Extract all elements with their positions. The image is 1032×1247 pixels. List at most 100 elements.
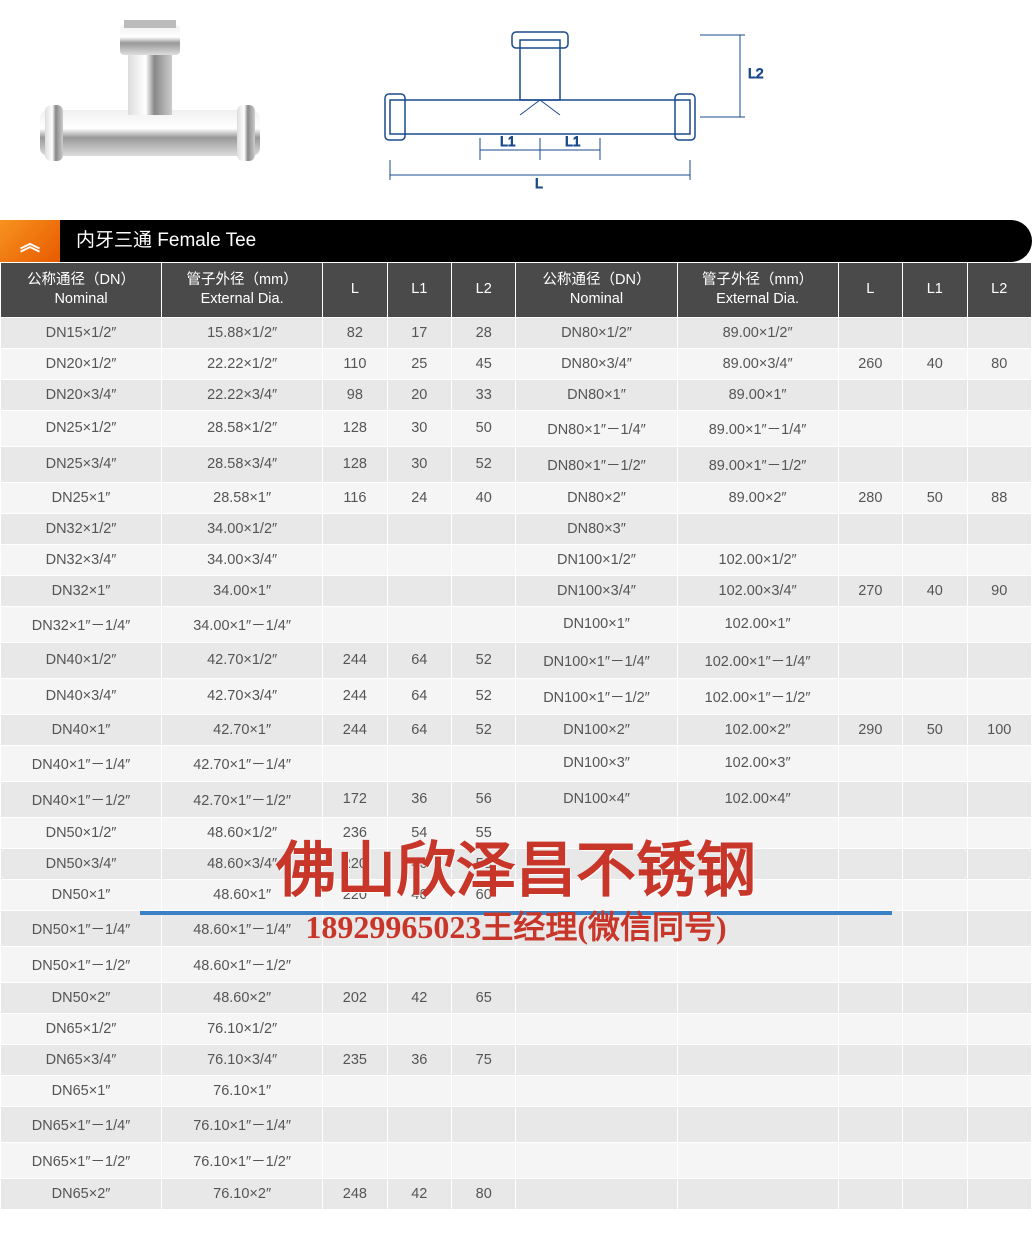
table-cell: 34.00×1/2″ [162, 513, 323, 544]
table-cell: 280 [838, 482, 902, 513]
table-cell: 48.60×1/2″ [162, 817, 323, 848]
table-cell: 28.58×1″ [162, 482, 323, 513]
table-cell [516, 1178, 677, 1209]
table-cell [677, 513, 838, 544]
table-cell: 15.88×1/2″ [162, 317, 323, 348]
table-row: DN40×3/4″42.70×3/4″2446452DN100×1″－1/2″1… [1, 678, 1032, 714]
table-cell: 89.00×2″ [677, 482, 838, 513]
col-header: L [323, 263, 387, 318]
table-cell: DN80×3″ [516, 513, 677, 544]
table-cell: DN100×1″－1/4″ [516, 642, 677, 678]
col-header: L [838, 263, 902, 318]
table-row: DN65×1/2″76.10×1/2″ [1, 1013, 1032, 1044]
table-cell [967, 817, 1032, 848]
table-cell: 100 [967, 714, 1032, 745]
table-cell [387, 1075, 451, 1106]
table-cell: 64 [387, 714, 451, 745]
table-cell: DN32×1/2″ [1, 513, 162, 544]
table-cell [967, 1013, 1032, 1044]
table-cell: 89.00×1″ [677, 379, 838, 410]
table-row: DN25×1″28.58×1″1162440DN80×2″89.00×2″280… [1, 482, 1032, 513]
table-cell: 89.00×1/2″ [677, 317, 838, 348]
dim-l1b: L1 [565, 133, 581, 149]
table-cell [323, 1106, 387, 1142]
table-cell: DN100×1″ [516, 606, 677, 642]
table-cell [516, 1075, 677, 1106]
table-cell: 102.00×1″－1/2″ [677, 678, 838, 714]
table-cell [387, 513, 451, 544]
table-cell [967, 446, 1032, 482]
technical-diagram: L1 L1 L L2 [340, 10, 840, 190]
table-cell [903, 317, 967, 348]
table-cell: DN50×2″ [1, 982, 162, 1013]
table-cell: DN65×1″－1/4″ [1, 1106, 162, 1142]
table-cell: 64 [387, 678, 451, 714]
table-cell: DN65×2″ [1, 1178, 162, 1209]
table-cell: 65 [452, 982, 516, 1013]
table-cell [903, 446, 967, 482]
table-cell [323, 1075, 387, 1106]
table-cell [677, 946, 838, 982]
table-cell [838, 1075, 902, 1106]
table-cell: 236 [323, 817, 387, 848]
table-cell [903, 982, 967, 1013]
table-cell [838, 446, 902, 482]
table-cell [452, 910, 516, 946]
table-cell: 50 [903, 482, 967, 513]
table-row: DN40×1″－1/2″42.70×1″－1/2″1723656DN100×4″… [1, 781, 1032, 817]
table-cell [323, 946, 387, 982]
table-cell [516, 910, 677, 946]
table-cell: 102.00×4″ [677, 781, 838, 817]
table-cell: 172 [323, 781, 387, 817]
table-cell: DN65×3/4″ [1, 1044, 162, 1075]
table-cell: DN80×1″－1/4″ [516, 410, 677, 446]
table-cell: DN25×1/2″ [1, 410, 162, 446]
table-cell [903, 781, 967, 817]
table-row: DN20×3/4″22.22×3/4″982033DN80×1″89.00×1″ [1, 379, 1032, 410]
table-cell: DN40×1″ [1, 714, 162, 745]
table-cell: 80 [967, 348, 1032, 379]
product-photo [20, 10, 280, 190]
table-cell: DN50×1″ [1, 879, 162, 910]
table-cell: DN100×4″ [516, 781, 677, 817]
dim-l1a: L1 [500, 133, 516, 149]
table-cell [903, 513, 967, 544]
table-cell: 60 [452, 879, 516, 910]
table-cell: DN32×1″ [1, 575, 162, 606]
col-header: 公称通径（DN）Nominal [1, 263, 162, 318]
dim-l: L [535, 175, 543, 190]
table-cell: DN80×2″ [516, 482, 677, 513]
table-cell [838, 379, 902, 410]
table-cell [967, 1044, 1032, 1075]
table-cell [903, 1013, 967, 1044]
table-cell [838, 544, 902, 575]
table-cell [967, 848, 1032, 879]
table-cell: DN25×3/4″ [1, 446, 162, 482]
table-row: DN50×1/2″48.60×1/2″2365455 [1, 817, 1032, 848]
table-row: DN65×2″76.10×2″2484280 [1, 1178, 1032, 1209]
table-cell [516, 946, 677, 982]
col-header: 公称通径（DN）Nominal [516, 263, 677, 318]
table-cell [387, 745, 451, 781]
table-cell [967, 745, 1032, 781]
table-cell: DN50×1″－1/4″ [1, 910, 162, 946]
table-cell: 42 [387, 982, 451, 1013]
table-cell: 76.10×3/4″ [162, 1044, 323, 1075]
table-cell [452, 513, 516, 544]
table-row: DN65×3/4″76.10×3/4″2353675 [1, 1044, 1032, 1075]
table-cell: 75 [452, 1044, 516, 1075]
table-cell [967, 606, 1032, 642]
table-cell: 270 [838, 575, 902, 606]
table-cell: 17 [387, 317, 451, 348]
table-row: DN32×1/2″34.00×1/2″ DN80×3″ [1, 513, 1032, 544]
table-row: DN50×3/4″48.60×3/4″2204658 [1, 848, 1032, 879]
table-cell [452, 575, 516, 606]
table-cell [838, 513, 902, 544]
table-cell: 40 [903, 348, 967, 379]
table-row: DN25×3/4″28.58×3/4″1283052DN80×1″－1/2″89… [1, 446, 1032, 482]
table-cell: 248 [323, 1178, 387, 1209]
table-cell [903, 848, 967, 879]
table-cell [677, 910, 838, 946]
table-cell [677, 1142, 838, 1178]
table-cell [838, 410, 902, 446]
